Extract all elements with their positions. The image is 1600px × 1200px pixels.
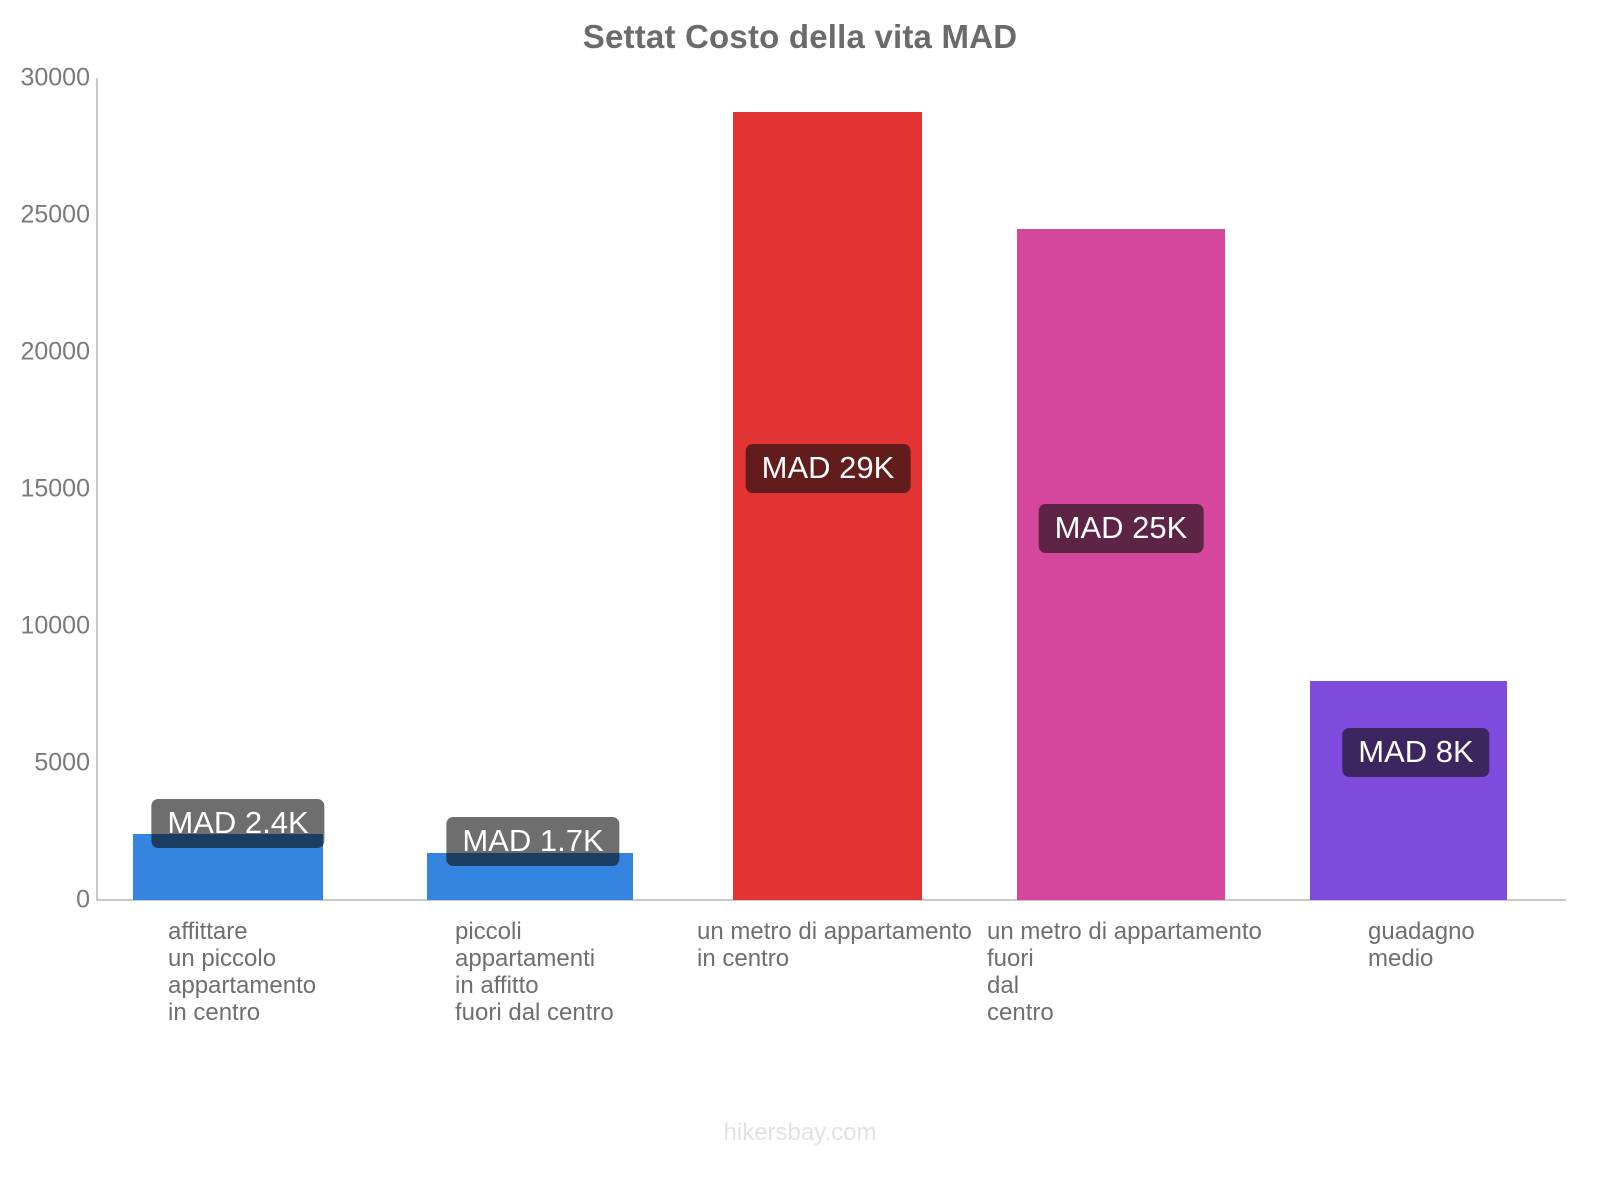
- bars-layer: [0, 78, 1600, 900]
- y-axis-tick-labels: 0 5000 10000 15000 20000 25000 30000: [0, 0, 90, 1200]
- x-axis-category-label-line: medio: [1368, 945, 1434, 972]
- y-axis-tick-label: 15000: [20, 474, 90, 503]
- y-axis-tick-label: 5000: [34, 748, 90, 777]
- x-axis-category-label: un metro di appartamento in centro: [697, 918, 972, 972]
- x-axis-category-label: un metro di appartamento fuori dal centro: [987, 918, 1262, 1026]
- x-axis-category-label: piccoli appartamenti in affitto fuori dal c…: [455, 918, 614, 1026]
- x-axis-category-label-line: un metro di appartamento: [987, 918, 1262, 945]
- x-axis-category-label-line: affittare: [168, 918, 248, 945]
- bar-value-label: MAD 1.7K: [446, 817, 620, 866]
- bar-value-label: MAD 29K: [745, 444, 911, 493]
- chart-title: Settat Costo della vita MAD: [582, 18, 1018, 55]
- x-axis-category-label-line: in affitto: [455, 972, 539, 999]
- x-axis-category-label-line: fuori dal centro: [455, 999, 614, 1026]
- x-axis-category-label-line: un piccolo: [168, 945, 277, 972]
- footer-watermark: hikersbay.com: [723, 1119, 877, 1146]
- y-axis-tick-label: 30000: [20, 63, 90, 92]
- bar[interactable]: [1310, 680, 1507, 900]
- bar-value-label: MAD 2.4K: [151, 799, 325, 848]
- x-axis-category-label-line: fuori: [987, 945, 1034, 972]
- y-axis-tick-label: 0: [76, 885, 90, 914]
- y-axis-tick-label: 20000: [20, 337, 90, 366]
- x-axis-category-label-line: piccoli: [455, 918, 522, 945]
- x-axis-category-label-line: appartamento: [168, 972, 317, 999]
- x-axis-line: [96, 899, 1566, 901]
- bar-value-label: MAD 8K: [1342, 728, 1490, 777]
- bar-value-label: MAD 25K: [1038, 504, 1204, 553]
- x-axis-category-label: guadagno medio: [1368, 918, 1475, 972]
- bar[interactable]: [1017, 228, 1225, 900]
- x-axis-category-label-line: appartamenti: [455, 945, 596, 972]
- x-axis-category-label-line: guadagno: [1368, 918, 1475, 945]
- y-axis-line: [96, 78, 98, 900]
- bar[interactable]: [733, 112, 922, 900]
- x-axis-category-labels: affittare un piccolo appartamento in centro…: [0, 918, 1600, 1098]
- x-axis-category-label-line: centro: [987, 999, 1054, 1026]
- x-axis-category-label: affittare un piccolo appartamento in centro: [168, 918, 316, 1026]
- x-axis-category-label-line: in centro: [168, 999, 261, 1026]
- x-axis-category-label-line: in centro: [697, 945, 790, 972]
- y-axis-tick-label: 25000: [20, 200, 90, 229]
- x-axis-category-label-line: un metro di appartamento: [697, 918, 972, 945]
- y-axis-tick-label: 10000: [20, 611, 90, 640]
- x-axis-category-label-line: dal: [987, 972, 1020, 999]
